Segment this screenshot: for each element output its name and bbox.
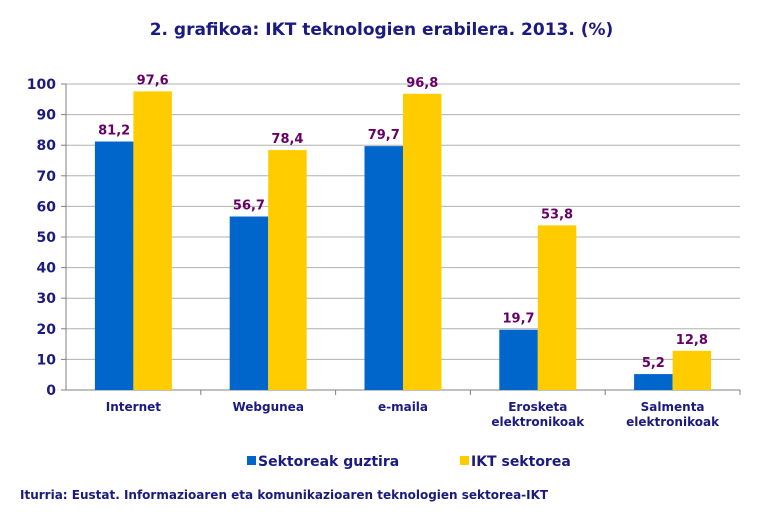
bar	[403, 93, 442, 391]
bar	[537, 225, 577, 390]
y-tick-label: 80	[37, 138, 57, 154]
y-tick-label: 100	[27, 77, 56, 93]
data-label: 97,6	[137, 73, 169, 88]
x-tick-label: Webgunea	[232, 400, 303, 414]
x-tick-label: Salmenta	[641, 400, 705, 414]
data-label: 56,7	[233, 198, 265, 213]
data-label: 79,7	[368, 128, 400, 143]
bar	[634, 374, 673, 390]
y-tick-label: 30	[37, 291, 57, 307]
bar	[268, 150, 307, 390]
x-tick-label: elektronikoak	[491, 415, 585, 429]
y-tick-label: 70	[37, 169, 57, 185]
data-label: 78,4	[271, 132, 303, 147]
y-tick-label: 0	[46, 383, 56, 399]
data-label: 12,8	[676, 333, 708, 348]
data-label: 19,7	[503, 312, 535, 327]
data-label: 5,2	[642, 356, 665, 371]
y-tick-label: 10	[37, 352, 57, 368]
source-note: Iturria: Eustat. Informazioaren eta komu…	[20, 488, 549, 502]
legend-swatch	[460, 456, 469, 465]
x-tick-label: e-maila	[378, 400, 428, 414]
data-label: 53,8	[541, 207, 573, 222]
chart-title: 2. grafikoa: IKT teknologien erabilera. …	[149, 20, 614, 40]
legend-label: IKT sektorea	[471, 454, 571, 470]
bar	[229, 216, 269, 390]
legend-swatch	[247, 456, 256, 465]
bar	[94, 141, 134, 390]
x-tick-label: Erosketa	[508, 400, 567, 414]
data-label: 96,8	[406, 76, 438, 91]
bar-chart: 0 10 20 30 40 50 60 70 80 90 100 Internet 81,2 97,6 We…	[27, 73, 741, 470]
bar	[133, 91, 172, 391]
bar	[499, 329, 538, 390]
y-tick-label: 90	[37, 108, 57, 124]
y-tick-label: 60	[37, 199, 57, 215]
bar	[672, 350, 712, 390]
y-tick-label: 20	[37, 322, 57, 338]
data-label: 81,2	[98, 124, 130, 139]
y-tick-label: 40	[37, 261, 57, 277]
y-tick-label: 50	[37, 230, 57, 246]
x-tick-label: Internet	[106, 400, 161, 414]
legend-label: Sektoreak guztira	[258, 454, 399, 470]
x-tick-label: elektronikoak	[626, 415, 720, 429]
bar	[364, 146, 403, 390]
